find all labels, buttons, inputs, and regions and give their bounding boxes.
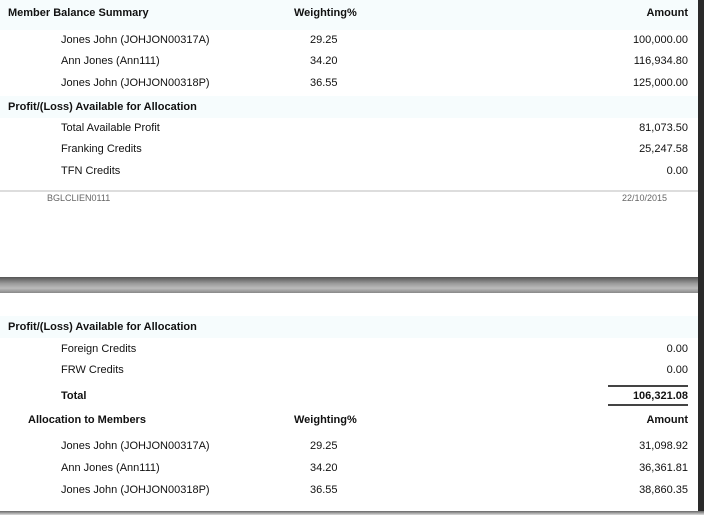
header-band <box>0 316 698 338</box>
member-amount: 31,098.92 <box>639 440 688 452</box>
total-label: Total <box>61 390 87 402</box>
member-name: Ann Jones (Ann111) <box>61 55 160 67</box>
total-amount: 106,321.08 <box>632 390 688 402</box>
member-weighting: 34.20 <box>310 462 338 474</box>
total-top-rule <box>608 385 688 387</box>
profit-amount: 0.00 <box>666 364 688 376</box>
profit-label: TFN Credits <box>61 165 121 177</box>
member-name: Ann Jones (Ann111) <box>61 462 160 474</box>
profit-label: Franking Credits <box>61 143 142 155</box>
member-weighting: 34.20 <box>310 55 338 67</box>
report-page: Member Balance Summary Weighting% Amount… <box>0 0 698 496</box>
member-name: Jones John (JOHJON00317A) <box>61 440 210 452</box>
column-header-weighting: Weighting% <box>294 414 357 426</box>
profit-label: FRW Credits <box>61 364 124 376</box>
member-amount: 36,361.81 <box>639 462 688 474</box>
profit-label: Foreign Credits <box>61 343 137 355</box>
profit-amount: 0.00 <box>666 165 688 177</box>
total-bottom-rule <box>608 404 688 406</box>
page-shadow-right <box>698 0 704 514</box>
member-name: Jones John (JOHJON00317A) <box>61 34 210 46</box>
section-title: Profit/(Loss) Available for Allocation <box>8 101 197 113</box>
member-weighting: 29.25 <box>310 34 338 46</box>
page-shadow-bottom <box>0 511 704 515</box>
column-header-weighting: Weighting% <box>294 7 357 19</box>
member-amount: 116,934.80 <box>633 55 688 67</box>
member-name: Jones John (JOHJON00318P) <box>61 484 210 496</box>
profit-amount: 25,247.58 <box>639 143 688 155</box>
footer-date: 22/10/2015 <box>622 193 668 203</box>
profit-amount: 0.00 <box>666 343 688 355</box>
member-weighting: 36.55 <box>310 484 338 496</box>
member-amount: 38,860.35 <box>639 484 688 496</box>
section-title: Profit/(Loss) Available for Allocation <box>8 321 197 333</box>
column-header-amount: Amount <box>646 414 688 426</box>
profit-amount: 81,073.50 <box>639 122 688 134</box>
header-band <box>0 0 698 30</box>
member-weighting: 29.25 <box>310 440 338 452</box>
member-amount: 125,000.00 <box>632 77 688 89</box>
footer-divider <box>0 190 698 192</box>
header-band <box>0 96 698 118</box>
page-break <box>0 277 698 293</box>
section-title: Member Balance Summary <box>8 7 149 19</box>
member-name: Jones John (JOHJON00318P) <box>61 77 210 89</box>
footer-code: BGLCLIEN0111 <box>47 193 111 203</box>
member-weighting: 36.55 <box>310 77 338 89</box>
column-header-amount: Amount <box>646 7 688 19</box>
profit-label: Total Available Profit <box>61 122 160 134</box>
section-title: Allocation to Members <box>28 414 146 426</box>
member-amount: 100,000.00 <box>632 34 688 46</box>
